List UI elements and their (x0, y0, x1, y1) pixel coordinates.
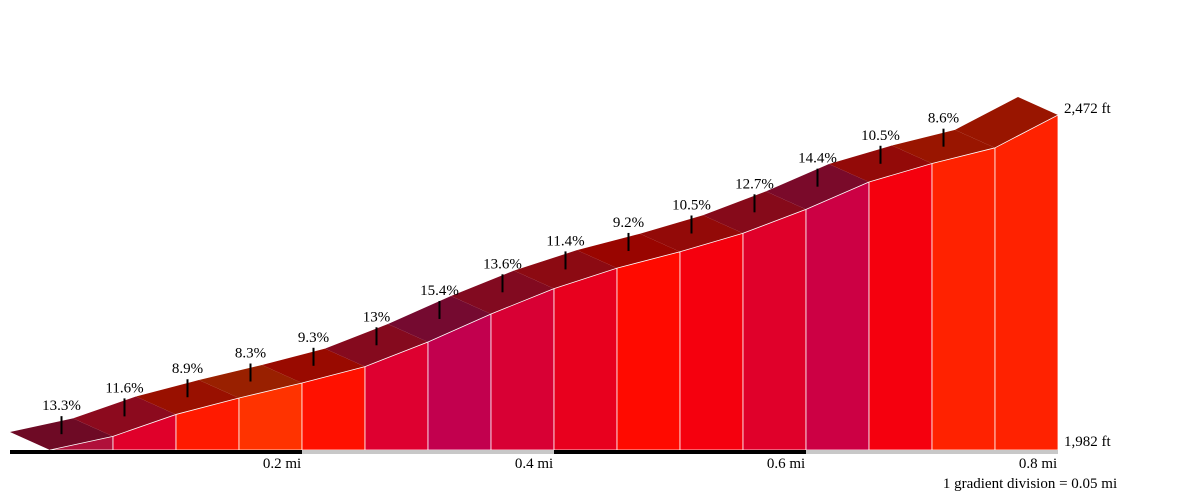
segment-front-face (742, 208, 807, 451)
segment-front-face (553, 267, 618, 451)
grade-label: 14.4% (798, 151, 837, 167)
elevation-top-label: 2,472 ft (1064, 101, 1111, 117)
grade-label: 11.6% (105, 380, 143, 396)
x-tick-label: 0.4 mi (515, 456, 553, 472)
grade-label: 11.4% (546, 233, 584, 249)
grade-label: 10.5% (672, 198, 711, 214)
segment-front-face (679, 232, 744, 451)
grade-label: 8.6% (928, 111, 959, 127)
segment-front-face (805, 181, 870, 451)
grade-label: 13.6% (483, 256, 522, 272)
distance-axis: 0.2 mi 0.4 mi 0.6 mi 0.8 mi (10, 450, 1058, 472)
scale-note: 1 gradient division = 0.05 mi (942, 476, 1118, 492)
segment-front-face (616, 251, 681, 451)
segment-top-face (955, 97, 1058, 148)
grade-label: 8.9% (172, 361, 203, 377)
elevation-bottom-label: 1,982 ft (1064, 434, 1111, 450)
segment-front-face (868, 163, 933, 451)
grade-label: 8.3% (235, 346, 266, 362)
x-tick-label: 0.8 mi (1019, 456, 1057, 472)
grade-label: 13.3% (42, 398, 81, 414)
segment-front-face (490, 288, 555, 451)
grade-label: 13% (363, 309, 391, 325)
grade-label: 9.2% (613, 215, 644, 231)
x-tick-label: 0.2 mi (263, 456, 301, 472)
grade-labels: 13.3% 11.6% 8.9% 8.3% 9.3% 13% 15.4% 13.6% 11.4%… (42, 111, 959, 435)
segment-front-face (994, 114, 1059, 451)
grade-label: 10.5% (861, 128, 900, 144)
x-tick-label: 0.6 mi (767, 456, 805, 472)
segment-front-face (931, 147, 996, 451)
grade-label: 12.7% (735, 176, 774, 192)
grade-label: 9.3% (298, 330, 329, 346)
gradient-segments (10, 97, 1059, 451)
segment-top-face (829, 145, 932, 182)
grade-label: 15.4% (420, 283, 459, 299)
